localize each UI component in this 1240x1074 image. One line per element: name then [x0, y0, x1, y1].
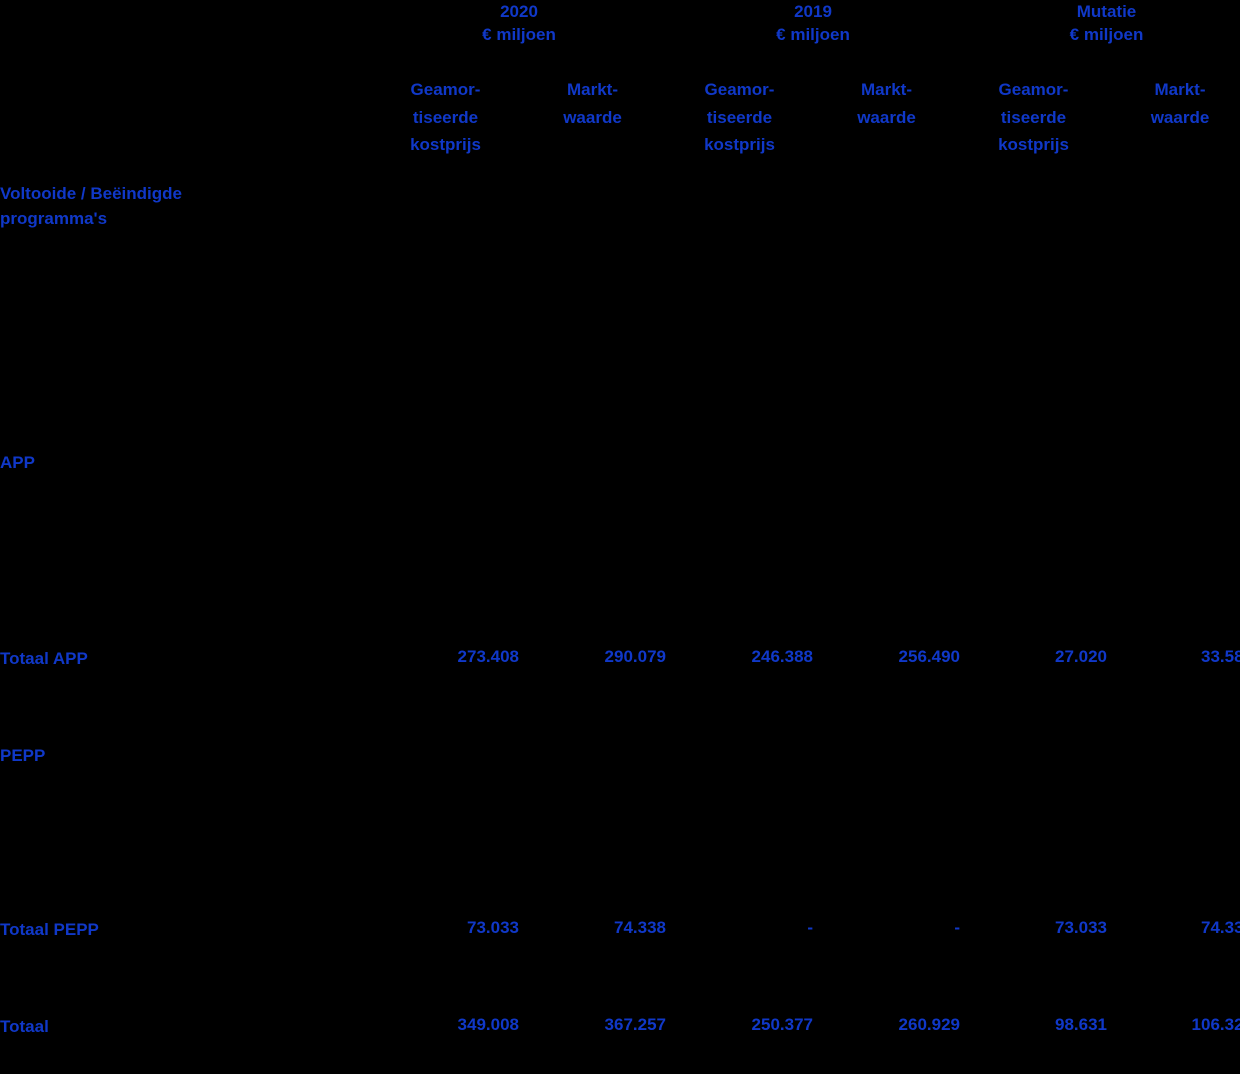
- table-row-total: Totaal 349.008 367.257 250.377 260.929 9…: [0, 1015, 1240, 1074]
- cell-2019-kostprijs: -: [807, 917, 813, 937]
- header-col-2019-marktwaarde: Markt- waarde: [813, 76, 960, 182]
- subheader-line-1: Markt-: [860, 80, 912, 99]
- cell-2019-kostprijs: [666, 182, 813, 451]
- subheader-line-1: Geamor-: [410, 80, 481, 99]
- header-col-2020-marktwaarde: Markt- waarde: [519, 76, 666, 182]
- cell-2020-marktwaarde: 74.338: [614, 917, 666, 937]
- subheader-line-2: tiseerde: [1000, 107, 1067, 127]
- cell-2020-kostprijs: 349.008: [457, 1014, 519, 1034]
- cell-2020-kostprijs: [372, 451, 519, 646]
- cell-mutatie-marktwaarde: 106.328: [1191, 1014, 1240, 1034]
- subheader-line-1: Geamor-: [998, 80, 1069, 99]
- cell-2019-marktwaarde: [813, 451, 960, 646]
- subheader-line-1: Markt-: [566, 80, 618, 99]
- cell-2019-marktwaarde: 260.929: [898, 1014, 960, 1034]
- cell-mutatie-marktwaarde: [1107, 451, 1240, 646]
- cell-2020-marktwaarde: [519, 182, 666, 451]
- header-group-2019-title: 2019: [794, 2, 832, 21]
- table-row: Totaal APP 273.408 290.079 246.388 256.4…: [0, 647, 1240, 744]
- cell-2020-kostprijs: [372, 182, 519, 451]
- cell-2020-kostprijs: 273.408: [457, 646, 519, 666]
- cell-mutatie-kostprijs: [960, 451, 1107, 646]
- cell-mutatie-kostprijs: [960, 182, 1107, 451]
- cell-mutatie-kostprijs: [960, 744, 1107, 918]
- table-row: APP: [0, 451, 1240, 646]
- header-group-2020-unit: € miljoen: [482, 25, 556, 45]
- cell-2020-kostprijs: 73.033: [467, 917, 519, 937]
- cell-2019-marktwaarde: 256.490: [898, 646, 960, 666]
- subheader-line-2: waarde: [563, 107, 622, 127]
- header-group-2020: 2020 € miljoen: [372, 0, 666, 76]
- cell-mutatie-kostprijs: 98.631: [1055, 1014, 1107, 1034]
- header-group-2020-title: 2020: [500, 2, 538, 21]
- cell-mutatie-marktwaarde: 74.338: [1201, 917, 1240, 937]
- subheader-line-1: Markt-: [1154, 80, 1206, 99]
- header-row-groups: 2020 € miljoen 2019 € miljoen Mutatie € …: [0, 0, 1240, 76]
- subheader-line-2: waarde: [857, 107, 916, 127]
- header-group-mutatie-unit: € miljoen: [1069, 25, 1144, 45]
- cell-mutatie-marktwaarde: [1107, 744, 1240, 918]
- cell-2020-marktwaarde: 367.257: [604, 1014, 666, 1034]
- cell-2019-marktwaarde: [813, 744, 960, 918]
- header-group-mutatie: Mutatie € miljoen: [960, 0, 1240, 76]
- cell-mutatie-kostprijs: 73.033: [1055, 917, 1107, 937]
- header-row-subcolumns: Geamor- tiseerde kostprijs Markt- waarde…: [0, 76, 1240, 182]
- table-body: Voltooide / Beëindigde programma's APP: [0, 182, 1240, 1074]
- table-row: Totaal PEPP 73.033 74.338 - - 73.033 74.…: [0, 918, 1240, 1015]
- row-label-pepp: PEPP: [0, 745, 46, 765]
- header-group-2019: 2019 € miljoen: [666, 0, 960, 76]
- cell-mutatie-marktwaarde: [1107, 182, 1240, 451]
- header-col-2020-geamortiseerde-kostprijs: Geamor- tiseerde kostprijs: [372, 76, 519, 182]
- row-label-app: APP: [0, 453, 35, 473]
- header-col-mutatie-geamortiseerde-kostprijs: Geamor- tiseerde kostprijs: [960, 76, 1107, 182]
- cell-2020-marktwaarde: 290.079: [604, 646, 666, 666]
- subheader-line-3: kostprijs: [704, 135, 775, 155]
- cell-2019-kostprijs: [666, 744, 813, 918]
- header-corner-cell: [0, 0, 372, 182]
- cell-2020-marktwaarde: [519, 744, 666, 918]
- row-label-voltooide-beeindigde-programmas: Voltooide / Beëindigde programma's: [0, 184, 182, 228]
- row-label-totaal-app: Totaal APP: [0, 648, 88, 668]
- cell-2019-kostprijs: 250.377: [751, 1014, 813, 1034]
- cell-2019-marktwaarde: [813, 182, 960, 451]
- cell-2019-kostprijs: 246.388: [751, 646, 813, 666]
- row-label-totaal-pepp: Totaal PEPP: [0, 919, 99, 939]
- cell-2019-kostprijs: [666, 451, 813, 646]
- table-header: 2020 € miljoen 2019 € miljoen Mutatie € …: [0, 0, 1240, 182]
- subheader-line-1: Geamor-: [704, 80, 775, 99]
- cell-mutatie-marktwaarde: 33.589: [1201, 646, 1240, 666]
- header-col-2019-geamortiseerde-kostprijs: Geamor- tiseerde kostprijs: [666, 76, 813, 182]
- subheader-line-2: tiseerde: [412, 107, 479, 127]
- cell-2020-marktwaarde: [519, 451, 666, 646]
- cell-2020-kostprijs: [372, 744, 519, 918]
- table-row: Voltooide / Beëindigde programma's: [0, 182, 1240, 451]
- row-label-totaal: Totaal: [0, 1016, 49, 1036]
- subheader-line-3: kostprijs: [998, 135, 1069, 155]
- cell-2019-marktwaarde: -: [954, 917, 960, 937]
- header-group-mutatie-title: Mutatie: [1076, 2, 1137, 21]
- cell-mutatie-kostprijs: 27.020: [1055, 646, 1107, 666]
- header-col-mutatie-marktwaarde: Markt- waarde: [1107, 76, 1240, 182]
- subheader-line-2: tiseerde: [706, 107, 773, 127]
- table-row: PEPP: [0, 744, 1240, 918]
- subheader-line-2: waarde: [1150, 107, 1210, 127]
- subheader-line-3: kostprijs: [410, 135, 481, 155]
- header-group-2019-unit: € miljoen: [776, 25, 850, 45]
